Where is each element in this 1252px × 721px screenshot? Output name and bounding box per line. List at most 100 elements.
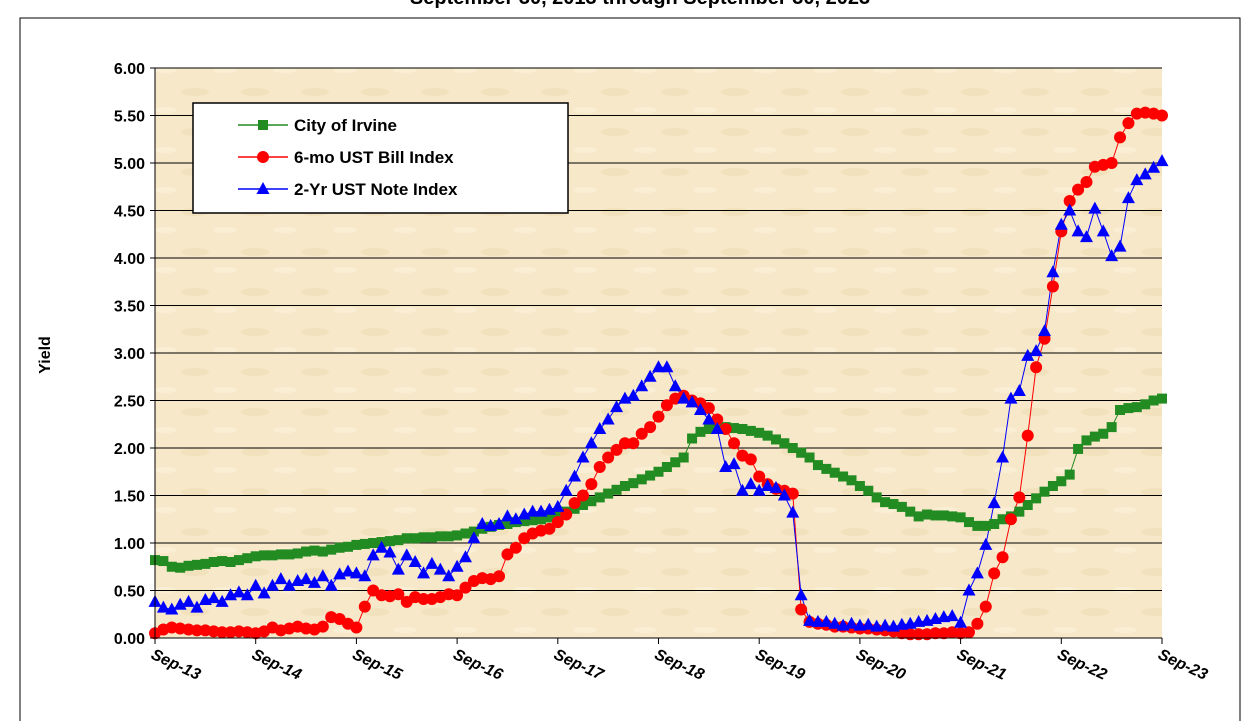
marker-square <box>729 423 740 434</box>
marker-square <box>317 546 328 557</box>
marker-square <box>980 520 991 531</box>
marker-square <box>208 557 219 567</box>
x-tick-label: Sep-14 <box>249 646 304 684</box>
marker-circle <box>1030 361 1043 374</box>
marker-triangle <box>643 369 657 382</box>
y-tick-label: 0.50 <box>114 584 145 601</box>
marker-circle <box>1080 176 1093 188</box>
marker-circle <box>358 600 371 613</box>
marker-square <box>1148 395 1159 406</box>
marker-square <box>1022 500 1033 510</box>
legend-box <box>192 102 569 214</box>
marker-triangle <box>1054 217 1068 230</box>
marker-circle <box>1013 491 1026 504</box>
legend-label: 2-Yr UST Note Index <box>294 180 458 199</box>
marker-triangle <box>1105 249 1119 262</box>
marker-square <box>1056 476 1067 487</box>
marker-triangle <box>316 569 330 582</box>
marker-square <box>233 555 244 566</box>
marker-triangle <box>601 412 615 425</box>
marker-triangle <box>366 548 380 561</box>
marker-square <box>166 561 177 572</box>
y-tick-label: 1.50 <box>114 489 145 506</box>
marker-square <box>393 535 404 546</box>
marker-square <box>519 516 530 527</box>
marker-triangle <box>652 360 665 373</box>
marker-circle <box>1046 280 1059 293</box>
marker-triangle <box>1096 224 1110 237</box>
marker-square <box>888 499 899 510</box>
marker-triangle <box>777 488 791 501</box>
marker-circle <box>744 453 757 466</box>
marker-circle <box>1004 513 1017 526</box>
y-tick-label: 4.00 <box>114 251 145 268</box>
marker-triangle <box>987 496 1001 509</box>
y-tick-label: 0.00 <box>114 631 145 648</box>
marker-circle <box>618 437 631 450</box>
marker-triangle <box>1079 230 1093 243</box>
marker-triangle <box>442 569 456 582</box>
marker-square <box>1064 469 1075 480</box>
marker-square <box>1089 431 1100 442</box>
marker-triangle <box>626 388 640 401</box>
marker-triangle <box>1038 324 1052 337</box>
marker-triangle <box>1155 154 1169 167</box>
marker-triangle <box>256 182 270 194</box>
marker-triangle <box>1113 239 1127 252</box>
marker-square <box>695 426 706 437</box>
marker-square <box>1031 493 1042 504</box>
marker-triangle <box>828 616 842 629</box>
marker-square <box>796 447 807 458</box>
marker-triangle <box>467 531 481 544</box>
marker-square <box>754 427 765 438</box>
marker-square <box>804 452 815 463</box>
marker-triangle <box>677 391 691 404</box>
marker-triangle <box>1046 265 1060 278</box>
marker-square <box>1039 486 1050 497</box>
marker-square <box>636 474 647 485</box>
marker-square <box>871 492 882 503</box>
marker-triangle <box>324 578 338 591</box>
marker-circle <box>912 628 925 641</box>
marker-triangle <box>1063 203 1077 216</box>
marker-square <box>418 532 429 543</box>
marker-square <box>452 530 463 541</box>
marker-triangle <box>526 504 540 517</box>
x-tick-label: Sep-21 <box>954 646 1009 684</box>
marker-triangle <box>979 537 993 550</box>
marker-square <box>829 467 840 478</box>
marker-triangle <box>492 517 506 529</box>
marker-circle <box>702 402 715 415</box>
marker-square <box>426 532 437 543</box>
marker-circle <box>568 497 581 510</box>
marker-square <box>821 463 832 474</box>
marker-square <box>762 430 773 441</box>
marker-circle <box>1063 195 1076 207</box>
marker-circle <box>971 617 984 630</box>
marker-square <box>687 433 698 444</box>
marker-square <box>678 452 689 463</box>
marker-triangle <box>240 588 254 601</box>
marker-square <box>947 511 958 522</box>
marker-triangle <box>408 555 422 567</box>
marker-square <box>779 438 790 449</box>
marker-circle <box>979 600 992 613</box>
marker-triangle <box>702 412 716 425</box>
marker-triangle <box>215 594 229 607</box>
marker-square <box>661 462 672 472</box>
chart-title: September 30, 2013 through September 30,… <box>410 0 870 9</box>
y-tick-label: 1.00 <box>114 536 145 553</box>
marker-circle <box>190 624 203 637</box>
x-tick-label: Sep-15 <box>350 646 406 684</box>
marker-square <box>410 533 421 544</box>
y-tick-label: 5.50 <box>114 109 145 126</box>
marker-square <box>737 424 748 434</box>
marker-triangle <box>735 483 749 496</box>
marker-circle <box>593 461 606 473</box>
legend-label: 6-mo UST Bill Index <box>294 148 454 167</box>
marker-triangle <box>819 614 833 627</box>
marker-circle <box>904 628 917 641</box>
marker-triangle <box>190 600 204 613</box>
marker-square <box>267 550 278 561</box>
